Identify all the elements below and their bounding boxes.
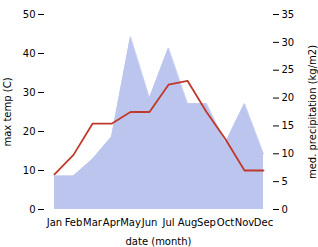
svg-text:10: 10 xyxy=(23,165,36,176)
svg-text:Oct: Oct xyxy=(217,217,234,228)
svg-text:Dec: Dec xyxy=(254,217,273,228)
svg-text:Nov: Nov xyxy=(235,217,255,228)
svg-text:date (month): date (month) xyxy=(126,236,192,247)
svg-text:15: 15 xyxy=(282,120,295,131)
svg-text:20: 20 xyxy=(282,92,295,103)
svg-text:Jul: Jul xyxy=(161,217,174,228)
svg-text:Jan: Jan xyxy=(46,217,62,228)
svg-text:Feb: Feb xyxy=(65,217,83,228)
svg-text:10: 10 xyxy=(282,148,295,159)
svg-text:May: May xyxy=(120,217,141,228)
svg-text:20: 20 xyxy=(23,126,36,137)
svg-text:Mar: Mar xyxy=(83,217,103,228)
svg-text:35: 35 xyxy=(282,9,295,20)
svg-text:0: 0 xyxy=(29,204,35,215)
svg-text:25: 25 xyxy=(282,64,295,75)
svg-text:max temp (C): max temp (C) xyxy=(2,77,13,146)
svg-text:30: 30 xyxy=(282,37,295,48)
svg-text:30: 30 xyxy=(23,87,36,98)
svg-text:Apr: Apr xyxy=(103,217,121,228)
svg-text:Jun: Jun xyxy=(141,217,158,228)
svg-text:Sep: Sep xyxy=(197,217,216,228)
svg-text:Aug: Aug xyxy=(178,217,198,228)
svg-text:med. precipitation (kg/m2): med. precipitation (kg/m2) xyxy=(307,45,318,179)
svg-text:40: 40 xyxy=(23,48,36,59)
svg-text:5: 5 xyxy=(282,176,288,187)
svg-text:50: 50 xyxy=(23,9,36,20)
svg-text:0: 0 xyxy=(282,204,288,215)
